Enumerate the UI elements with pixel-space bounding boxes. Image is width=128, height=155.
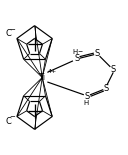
Text: S: S [74, 54, 79, 63]
Text: C: C [5, 117, 11, 126]
Text: S: S [95, 49, 100, 58]
Text: −: − [9, 27, 15, 33]
Text: S: S [104, 84, 109, 93]
Text: S: S [110, 65, 115, 74]
Text: 4+: 4+ [47, 69, 56, 74]
Text: −: − [77, 49, 83, 54]
Text: S: S [84, 92, 90, 101]
Text: H: H [73, 49, 78, 55]
Text: H: H [83, 100, 88, 106]
Text: −: − [9, 114, 15, 120]
Text: C: C [5, 29, 11, 38]
Text: Ti: Ti [38, 73, 45, 82]
